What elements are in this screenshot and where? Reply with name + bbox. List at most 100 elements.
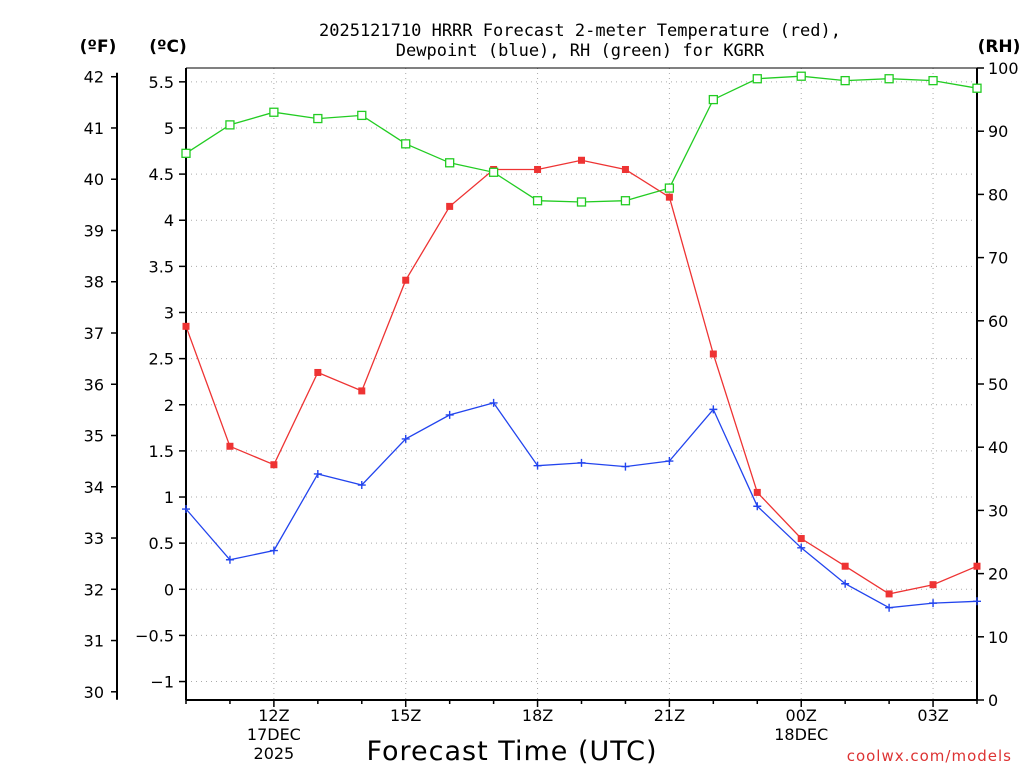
dewpoint-point — [533, 461, 542, 470]
fahrenheit-tick-label: 35 — [84, 427, 104, 446]
temperature-point — [402, 276, 410, 284]
rh-tick-label: 20 — [988, 565, 1008, 584]
rh-unit-label: (RH) — [978, 37, 1021, 57]
dewpoint-point — [445, 410, 454, 419]
temperature-line — [185, 159, 978, 595]
temperature-point — [973, 562, 981, 570]
fahrenheit-tick-label: 31 — [84, 632, 104, 651]
fahrenheit-tick-label: 38 — [84, 273, 104, 292]
celsius-axis: −1 −0.5 0 0.5 1 1.5 2 2.5 3 3.5 4 4.5 5 5.5 — [135, 73, 186, 692]
fahrenheit-tick-label: 30 — [84, 683, 104, 702]
grid-lines — [186, 68, 977, 700]
fahrenheit-tick-label: 36 — [84, 375, 104, 394]
dewpoint-line — [185, 402, 978, 609]
rh-line — [185, 75, 978, 203]
celsius-tick-label: 2 — [164, 396, 174, 415]
fahrenheit-tick-label: 34 — [84, 478, 104, 497]
chart-subtitle: Dewpoint (blue), RH (green) for KGRR — [396, 41, 765, 61]
rh-point — [884, 74, 894, 84]
temperature-point — [709, 350, 717, 358]
celsius-tick-label: 3.5 — [149, 257, 174, 276]
rh-point — [532, 196, 543, 206]
celsius-tick-label: 3 — [164, 303, 174, 322]
rh-point — [445, 158, 455, 168]
dewpoint-point — [489, 398, 498, 407]
dewpoint-point — [885, 603, 894, 612]
time-tick-label: 21Z — [654, 706, 685, 725]
temperature-point — [534, 165, 542, 173]
series-dewpoint — [182, 398, 981, 612]
temperature-point — [314, 368, 322, 376]
dewpoint-point — [401, 434, 410, 443]
dewpoint-point — [797, 543, 806, 552]
celsius-tick-label: 5.5 — [149, 73, 174, 92]
rh-axis: 0 10 20 30 40 50 60 70 80 90 100 — [977, 59, 1019, 710]
time-tick-label: 03Z — [917, 706, 948, 725]
dewpoint-point — [269, 546, 278, 555]
rh-point — [269, 107, 279, 117]
fahrenheit-tick-label: 41 — [84, 119, 104, 138]
rh-point — [708, 94, 718, 105]
celsius-tick-label: 0.5 — [149, 534, 174, 553]
rh-point — [357, 110, 367, 121]
temperature-point — [621, 165, 629, 173]
fahrenheit-unit-label: (ºF) — [80, 37, 117, 57]
celsius-tick-label: 0 — [164, 580, 174, 599]
temperature-point — [665, 193, 673, 201]
fahrenheit-tick-label: 42 — [84, 68, 104, 87]
rh-point — [928, 75, 938, 86]
dewpoint-point — [182, 505, 190, 514]
fahrenheit-tick-label: 37 — [84, 324, 104, 343]
temperature-point — [270, 461, 278, 469]
rh-tick-label: 70 — [988, 249, 1008, 268]
rh-point — [752, 74, 762, 84]
rh-tick-label: 10 — [988, 628, 1008, 647]
rh-tick-label: 100 — [988, 59, 1019, 78]
fahrenheit-tick-label: 40 — [84, 170, 104, 189]
dewpoint-point — [621, 462, 630, 471]
dewpoint-point — [313, 469, 322, 478]
rh-tick-label: 90 — [988, 122, 1008, 141]
rh-tick-label: 0 — [988, 691, 998, 710]
rh-point — [576, 197, 587, 207]
dewpoint-point — [225, 555, 234, 564]
fahrenheit-tick-label: 39 — [84, 221, 104, 240]
rh-point — [401, 139, 411, 149]
rh-point — [840, 75, 850, 86]
temperature-point — [226, 442, 234, 450]
celsius-tick-label: −0.5 — [135, 626, 174, 645]
celsius-tick-label: 4 — [164, 211, 174, 230]
temperature-point — [753, 488, 761, 496]
temperature-point — [358, 387, 366, 395]
dewpoint-point — [753, 502, 762, 511]
fahrenheit-axis: 30 31 32 33 34 35 36 37 38 39 40 41 42 — [84, 68, 117, 702]
temperature-point — [578, 156, 585, 164]
celsius-tick-label: −1 — [150, 673, 174, 692]
dewpoint-point — [929, 599, 938, 608]
rh-tick-label: 60 — [988, 312, 1008, 331]
fahrenheit-tick-label: 33 — [84, 529, 104, 548]
temperature-point — [929, 581, 937, 589]
time-tick-label: 15Z — [390, 706, 421, 725]
series-temperature — [182, 156, 981, 598]
celsius-unit-label: (ºC) — [149, 37, 187, 57]
data-series — [181, 71, 982, 612]
chart-title: 2025121710 HRRR Forecast 2-meter Tempera… — [319, 21, 841, 41]
dewpoint-point — [665, 457, 674, 466]
chart-axes — [116, 67, 978, 701]
rh-tick-label: 30 — [988, 501, 1008, 520]
celsius-tick-label: 2.5 — [149, 350, 174, 369]
temperature-point — [841, 562, 849, 570]
celsius-tick-label: 5 — [164, 119, 174, 138]
dewpoint-point — [841, 579, 850, 588]
celsius-tick-label: 1 — [164, 488, 174, 507]
rh-point — [972, 83, 982, 93]
celsius-tick-label: 4.5 — [149, 165, 174, 184]
x-axis-label: Forecast Time (UTC) — [366, 736, 657, 767]
rh-point — [181, 148, 191, 158]
fahrenheit-tick-label: 32 — [84, 580, 104, 599]
dewpoint-point — [973, 597, 981, 606]
rh-point — [488, 167, 499, 177]
